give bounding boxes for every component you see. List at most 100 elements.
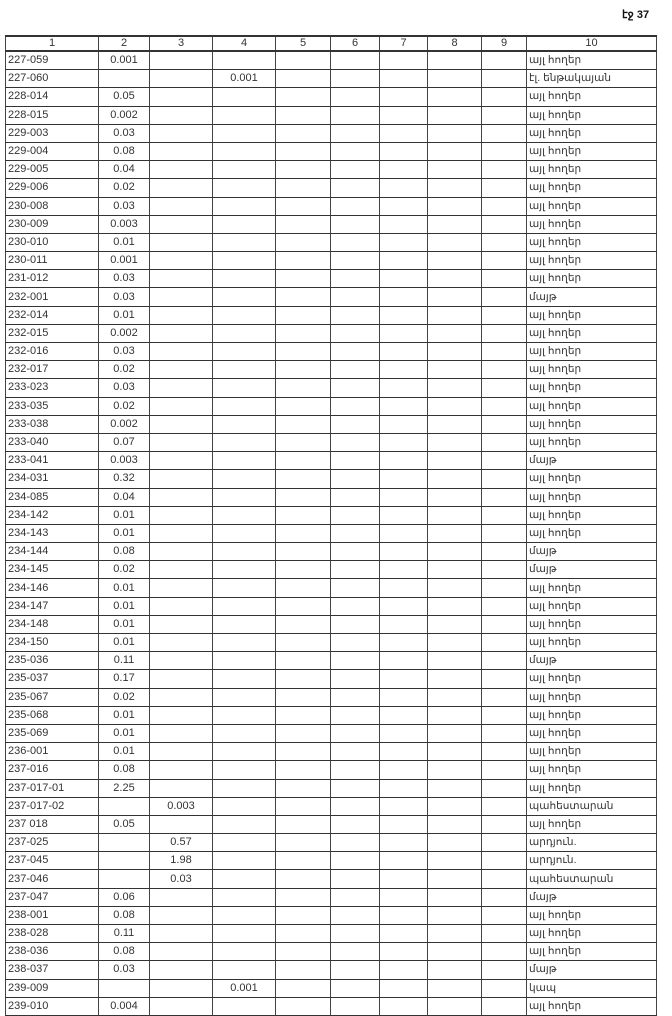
table-cell: 0.01 bbox=[98, 723, 150, 744]
table-row: 234-085 0.04 այլ հողեր bbox=[5, 487, 657, 507]
table-cell: 0.02 bbox=[98, 178, 150, 198]
table-cell bbox=[149, 196, 213, 216]
column-header: 6 bbox=[330, 35, 380, 52]
table-cell bbox=[379, 87, 428, 107]
table-cell bbox=[275, 723, 331, 744]
table-row: 232-014 0.01 այլ հողեր bbox=[5, 305, 657, 325]
table-cell: 234-145 bbox=[5, 560, 99, 580]
table-cell: այլ հողեր bbox=[526, 323, 657, 344]
table-cell bbox=[275, 760, 331, 780]
table-cell bbox=[330, 796, 380, 816]
table-cell: 0.01 bbox=[98, 742, 150, 762]
table-cell bbox=[149, 69, 213, 89]
table-cell bbox=[212, 669, 276, 689]
table-cell: 0.001 bbox=[98, 50, 150, 71]
table-cell bbox=[149, 360, 213, 380]
table-cell: 232-015 bbox=[5, 323, 99, 344]
table-cell: այլ հողեր bbox=[526, 50, 657, 71]
table-cell: 0.05 bbox=[98, 814, 150, 835]
table-cell: 230-009 bbox=[5, 214, 99, 234]
table-cell bbox=[379, 232, 428, 253]
table-cell bbox=[149, 905, 213, 926]
table-cell bbox=[212, 323, 276, 344]
table-cell: 0.03 bbox=[98, 123, 150, 143]
table-cell bbox=[275, 87, 331, 107]
table-row: 230-010 0.01 այլ հողեր bbox=[5, 232, 657, 253]
table-cell bbox=[379, 851, 428, 871]
table-cell bbox=[481, 887, 527, 907]
table-cell bbox=[149, 942, 213, 962]
table-cell: մայթ bbox=[526, 887, 657, 907]
table-cell bbox=[149, 687, 213, 707]
table-cell bbox=[212, 923, 276, 944]
table-cell bbox=[481, 669, 527, 689]
table-cell bbox=[275, 851, 331, 871]
table-cell bbox=[481, 723, 527, 744]
table-cell bbox=[379, 814, 428, 835]
table-row: 232-016 0.03 այլ հողեր bbox=[5, 341, 657, 362]
table-row: 231-012 0.03 այլ հողեր bbox=[5, 269, 657, 289]
table-cell: այլ հողեր bbox=[526, 632, 657, 653]
table-cell bbox=[379, 742, 428, 762]
table-cell: այլ հողեր bbox=[526, 305, 657, 325]
table-cell bbox=[330, 596, 380, 616]
table-cell: այլ հողեր bbox=[526, 214, 657, 234]
table-cell bbox=[427, 305, 482, 325]
table-cell: 235-037 bbox=[5, 669, 99, 689]
table-row: 234-146 0.01 այլ հողեր bbox=[5, 578, 657, 598]
table-cell: այլ հողեր bbox=[526, 105, 657, 125]
table-cell bbox=[330, 996, 380, 1016]
table-cell bbox=[275, 487, 331, 507]
table-cell bbox=[330, 87, 380, 107]
table-cell bbox=[212, 905, 276, 926]
table-cell bbox=[149, 505, 213, 525]
table-cell bbox=[212, 305, 276, 325]
table-cell bbox=[379, 305, 428, 325]
table-cell bbox=[212, 50, 276, 71]
table-cell: 0.004 bbox=[98, 996, 150, 1016]
table-cell bbox=[481, 69, 527, 89]
table-cell bbox=[149, 596, 213, 616]
table-cell: այլ հողեր bbox=[526, 814, 657, 835]
table-cell bbox=[330, 69, 380, 89]
table-cell bbox=[427, 160, 482, 180]
table-cell: 235-036 bbox=[5, 651, 99, 671]
table-cell: 0.17 bbox=[98, 669, 150, 689]
table-cell: այլ հողեր bbox=[526, 596, 657, 616]
table-cell: 0.01 bbox=[98, 614, 150, 635]
table-cell bbox=[212, 796, 276, 816]
table-cell bbox=[212, 160, 276, 180]
table-cell bbox=[149, 632, 213, 653]
table-cell bbox=[275, 869, 331, 889]
table-cell: այլ հողեր bbox=[526, 942, 657, 962]
table-cell bbox=[379, 705, 428, 725]
table-cell bbox=[379, 123, 428, 143]
table-cell: 0.03 bbox=[149, 869, 213, 889]
table-cell bbox=[379, 560, 428, 580]
table-cell: 237-025 bbox=[5, 833, 99, 853]
table-cell: 0.08 bbox=[98, 942, 150, 962]
table-row: 234-144 0.08 մայթ bbox=[5, 542, 657, 562]
table-row: 229-004 0.08 այլ հողեր bbox=[5, 141, 657, 162]
table-cell: 0.01 bbox=[98, 596, 150, 616]
table-cell: այլ հողեր bbox=[526, 923, 657, 944]
table-cell: 0.03 bbox=[98, 269, 150, 289]
table-cell: 237-047 bbox=[5, 887, 99, 907]
table-row: 234-031 0.32 այլ հողեր bbox=[5, 469, 657, 489]
table-cell bbox=[275, 341, 331, 362]
table-cell bbox=[379, 360, 428, 380]
table-cell bbox=[481, 905, 527, 926]
table-cell bbox=[212, 833, 276, 853]
column-header: 7 bbox=[379, 35, 428, 52]
table-cell bbox=[275, 560, 331, 580]
table-cell bbox=[275, 414, 331, 434]
table-cell: 235-069 bbox=[5, 723, 99, 744]
table-cell bbox=[481, 251, 527, 271]
table-cell bbox=[379, 141, 428, 162]
table-row: 230-008 0.03 այլ հողեր bbox=[5, 196, 657, 216]
table-cell bbox=[212, 723, 276, 744]
table-cell bbox=[275, 214, 331, 234]
table-cell: այլ հողեր bbox=[526, 178, 657, 198]
table-cell bbox=[275, 632, 331, 653]
table-cell bbox=[275, 232, 331, 253]
